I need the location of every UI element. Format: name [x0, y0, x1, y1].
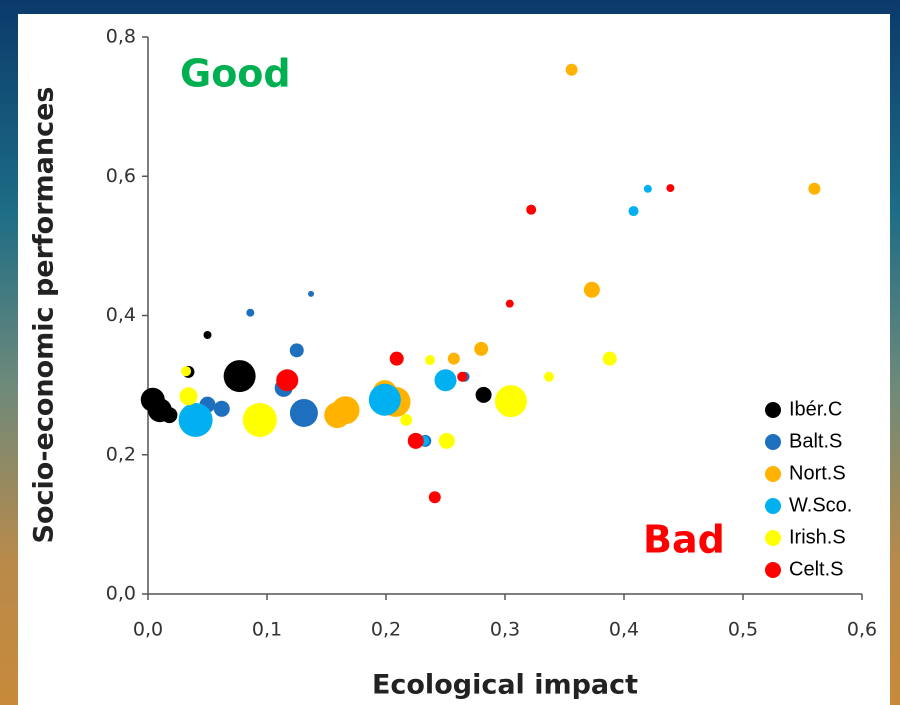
legend-marker	[765, 530, 781, 546]
bubble	[526, 204, 537, 215]
bubble	[368, 383, 401, 416]
bubble	[246, 308, 255, 317]
annotation: Bad	[643, 518, 725, 562]
bubble	[505, 299, 514, 308]
y-tick-label: 0,8	[106, 26, 136, 48]
x-tick-label: 0,3	[490, 619, 520, 641]
legend-marker	[765, 434, 781, 450]
bubble	[628, 206, 639, 217]
x-tick-label: 0,4	[609, 619, 639, 641]
bubble	[242, 402, 277, 437]
legend-label: W.Sco.	[789, 494, 852, 516]
bubble	[565, 63, 578, 76]
bubble	[213, 400, 230, 417]
bubble	[425, 355, 436, 366]
y-axis-title: Socio-economic performances	[29, 87, 60, 544]
bubble	[203, 330, 212, 339]
legend-marker	[765, 402, 781, 418]
x-tick-label: 0,5	[728, 619, 758, 641]
y-tick-label: 0,2	[106, 443, 136, 465]
x-axis-title: Ecological impact	[372, 670, 638, 701]
y-tick-label: 0,4	[106, 304, 136, 326]
bubble	[457, 371, 468, 382]
bubble	[438, 432, 455, 449]
legend-label: Irish.S	[789, 526, 846, 548]
bubble	[178, 402, 213, 437]
bubble	[308, 290, 315, 297]
bubble	[389, 351, 404, 366]
bubble	[289, 343, 304, 358]
x-tick-label: 0,1	[252, 619, 282, 641]
bubble	[494, 385, 527, 418]
bubble	[181, 366, 192, 377]
bubble	[475, 386, 492, 403]
legend-marker	[765, 466, 781, 482]
bubble	[434, 369, 457, 392]
legend-marker	[765, 562, 781, 578]
bubble	[474, 341, 489, 356]
bubble	[666, 184, 675, 193]
x-tick-label: 0,0	[133, 619, 163, 641]
bubble	[276, 369, 299, 392]
annotation: Good	[180, 52, 291, 96]
legend-label: Celt.S	[789, 558, 843, 580]
x-tick-label: 0,2	[371, 619, 401, 641]
bubble	[447, 352, 460, 365]
bubble	[428, 491, 441, 504]
legend-label: Ibér.C	[789, 398, 842, 420]
bubble	[602, 351, 617, 366]
bubble	[808, 182, 821, 195]
bubble	[407, 432, 424, 449]
bubble	[179, 387, 198, 406]
bubble	[223, 360, 256, 393]
x-tick-label: 0,6	[847, 619, 877, 641]
bubble	[400, 413, 413, 426]
bubble	[544, 371, 555, 382]
legend-label: Nort.S	[789, 462, 846, 484]
bubble	[289, 398, 318, 427]
y-tick-label: 0,0	[106, 583, 136, 605]
y-tick-label: 0,6	[106, 165, 136, 187]
bubble	[643, 184, 652, 193]
legend-label: Balt.S	[789, 430, 842, 452]
bubble	[161, 407, 178, 424]
bubble	[331, 396, 360, 425]
legend-marker	[765, 498, 781, 514]
bubble	[583, 281, 600, 298]
